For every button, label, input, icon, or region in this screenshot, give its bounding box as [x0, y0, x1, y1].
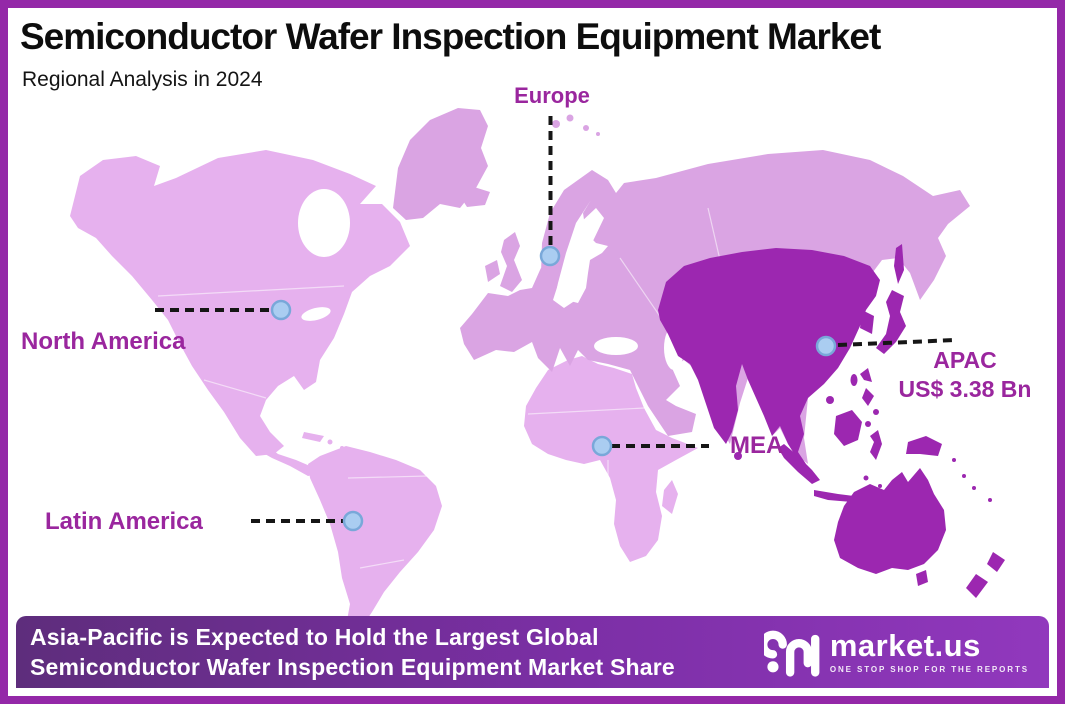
island-new-guinea: [906, 436, 942, 456]
marker-europe: [539, 245, 561, 267]
island-sri-lanka: [734, 452, 742, 460]
marketus-logo-icon: [763, 630, 820, 677]
page-subtitle: Regional Analysis in 2024: [22, 68, 263, 91]
water-hudson-bay: [298, 189, 350, 257]
island-new-zealand: [966, 552, 1005, 598]
island-sumatra: [778, 444, 820, 484]
banner-headline: Asia-Pacific is Expected to Hold the Lar…: [30, 622, 675, 682]
banner-line-1: Asia-Pacific is Expected to Hold the Lar…: [30, 624, 599, 650]
continent-south-america: [308, 446, 442, 630]
continent-north-america: [70, 150, 410, 456]
islands-philippines: [860, 368, 874, 406]
marketus-logo: market.us ONE STOP SHOP FOR THE REPORTS: [763, 625, 1029, 679]
region-label-apac-block: APAC US$ 3.38 Bn: [882, 346, 1048, 404]
leader-line-apac: [837, 338, 957, 347]
island-iceland: [460, 187, 490, 207]
region-label-apac: APAC: [933, 347, 997, 373]
marketus-logo-tagline: ONE STOP SHOP FOR THE REPORTS: [829, 665, 1029, 674]
marketus-logo-text: market.us: [829, 628, 981, 663]
water-black-sea: [594, 337, 638, 355]
page-title: Semiconductor Wafer Inspection Equipment…: [20, 16, 881, 57]
water-baltic-sea: [553, 208, 604, 308]
marker-apac: [815, 335, 837, 357]
region-label-north-america: North America: [21, 328, 186, 355]
region-caribbean: [302, 432, 324, 442]
island-java: [814, 490, 854, 502]
island-madagascar: [662, 480, 678, 514]
marker-mea: [591, 435, 613, 457]
footer-banner: Asia-Pacific is Expected to Hold the Lar…: [16, 616, 1049, 688]
world-map: [70, 108, 1005, 630]
region-label-latin-america: Latin America: [45, 508, 203, 535]
marker-latin-america: [342, 510, 364, 532]
region-label-europe: Europe: [514, 83, 590, 108]
island-sulawesi: [870, 430, 882, 460]
region-apac-mainland: [658, 248, 880, 464]
marker-north-america: [270, 299, 292, 321]
continent-australia: [834, 468, 946, 574]
region-korea: [860, 310, 874, 334]
island-japan: [876, 290, 906, 354]
island-borneo: [834, 410, 862, 446]
island-hainan: [826, 396, 834, 404]
region-central-america: [258, 440, 318, 476]
island-taiwan: [850, 374, 858, 386]
island-uk: [500, 232, 522, 292]
island-sakhalin: [894, 244, 904, 284]
apac-market-value: US$ 3.38 Bn: [898, 376, 1032, 402]
water-great-lakes: [301, 307, 331, 321]
island-ireland: [485, 260, 500, 282]
continent-africa: [524, 356, 698, 562]
banner-line-2: Semiconductor Wafer Inspection Equipment…: [30, 654, 675, 680]
region-label-mea: MEA: [730, 432, 784, 459]
island-greenland: [393, 108, 488, 220]
island-tasmania: [916, 570, 928, 586]
